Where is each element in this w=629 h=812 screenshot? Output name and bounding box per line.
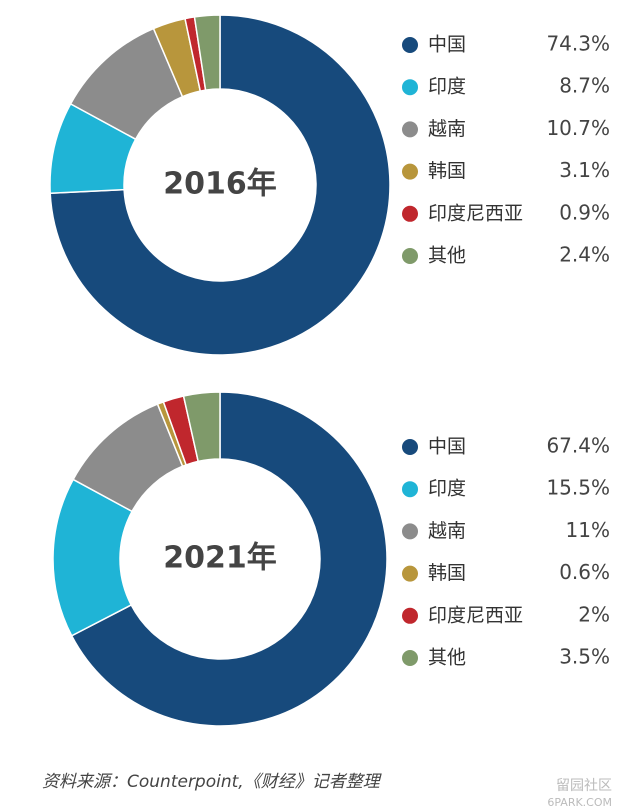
legend-label: 印度 xyxy=(428,478,466,500)
value-label: 2% xyxy=(578,602,610,626)
donut-slice xyxy=(182,391,221,463)
donut-slice xyxy=(70,391,388,727)
legend-marker xyxy=(402,523,418,540)
legend-label: 印度尼西亚 xyxy=(428,604,523,626)
legend-label: 其他 xyxy=(428,245,466,267)
legend-label: 印度尼西亚 xyxy=(428,202,523,224)
value-label: 11% xyxy=(566,518,610,542)
value-label: 74.3% xyxy=(546,32,610,56)
legend-marker xyxy=(402,205,418,222)
legend-marker xyxy=(402,565,418,582)
value-label: 67.4% xyxy=(546,434,610,458)
watermark-name: 留园社区 xyxy=(556,778,612,794)
legend-marker xyxy=(402,79,418,96)
value-label: 8.7% xyxy=(559,74,610,98)
value-label: 2.4% xyxy=(559,243,610,267)
value-label: 0.6% xyxy=(559,560,610,584)
legend-marker xyxy=(402,650,418,666)
center-title: 2016年 xyxy=(163,167,277,202)
center-title: 2021年 xyxy=(163,541,277,576)
legend-label: 其他 xyxy=(428,647,466,669)
legend-label: 越南 xyxy=(428,520,466,542)
value-label: 3.5% xyxy=(559,645,610,669)
value-label: 10.7% xyxy=(546,116,610,140)
legend-marker xyxy=(402,481,418,498)
legend-label: 中国 xyxy=(428,436,466,458)
watermark-site: 6PARK.COM xyxy=(547,796,612,809)
legend-marker xyxy=(402,121,418,138)
value-label: 0.9% xyxy=(559,200,610,224)
value-label: 3.1% xyxy=(559,158,610,182)
legend-label: 越南 xyxy=(428,118,466,140)
donut-slice xyxy=(49,14,391,356)
legend-marker xyxy=(402,248,418,264)
legend-label: 韩国 xyxy=(428,562,466,584)
legend-marker xyxy=(402,37,418,53)
legend-marker xyxy=(402,607,418,624)
source-note: 资料来源：Counterpoint,《财经》记者整理 xyxy=(42,772,382,792)
legend-label: 印度 xyxy=(428,76,466,98)
legend-label: 中国 xyxy=(428,34,466,56)
legend-marker xyxy=(402,439,418,455)
donut-slice xyxy=(193,14,221,91)
legend-marker xyxy=(402,163,418,180)
legend-label: 韩国 xyxy=(428,160,466,182)
value-label: 15.5% xyxy=(546,476,610,500)
